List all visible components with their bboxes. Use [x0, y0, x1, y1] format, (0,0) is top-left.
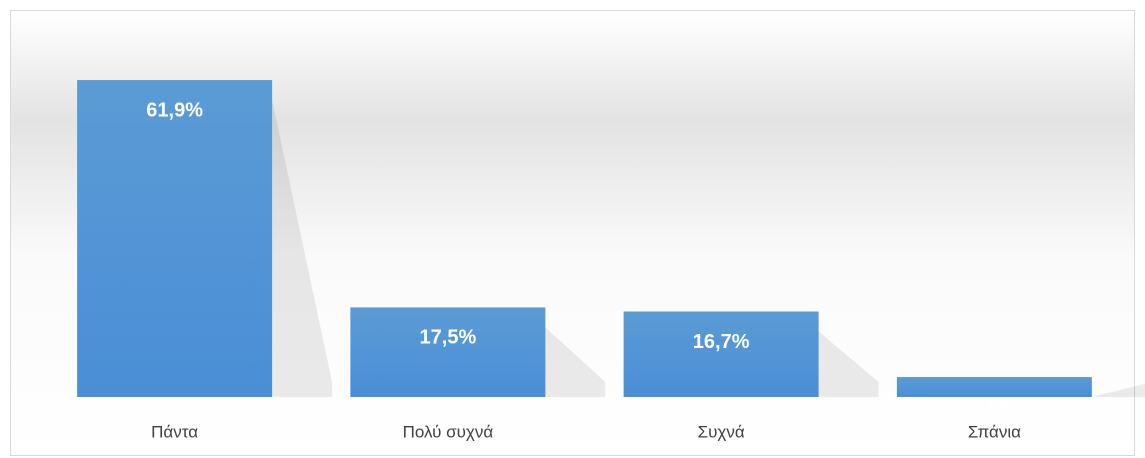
bar — [350, 307, 546, 397]
x-tick-label: Συχνά — [698, 422, 745, 441]
bar-shadow — [818, 331, 879, 397]
value-label: 16,7% — [693, 331, 750, 353]
bar-shadow — [272, 100, 333, 398]
value-label: 61,9% — [146, 99, 203, 121]
bar — [623, 311, 819, 397]
bar-shadow — [1091, 383, 1145, 398]
x-tick-label: Σπάνια — [968, 422, 1021, 441]
bar — [77, 80, 273, 398]
x-tick-label: Πάντα — [151, 422, 198, 441]
value-label: 17,5% — [420, 327, 477, 349]
bar-shadow — [545, 327, 606, 397]
x-tick-label: Πολύ συχνά — [403, 422, 494, 441]
value-label: 3,9% — [972, 396, 1018, 418]
bar — [896, 377, 1092, 397]
